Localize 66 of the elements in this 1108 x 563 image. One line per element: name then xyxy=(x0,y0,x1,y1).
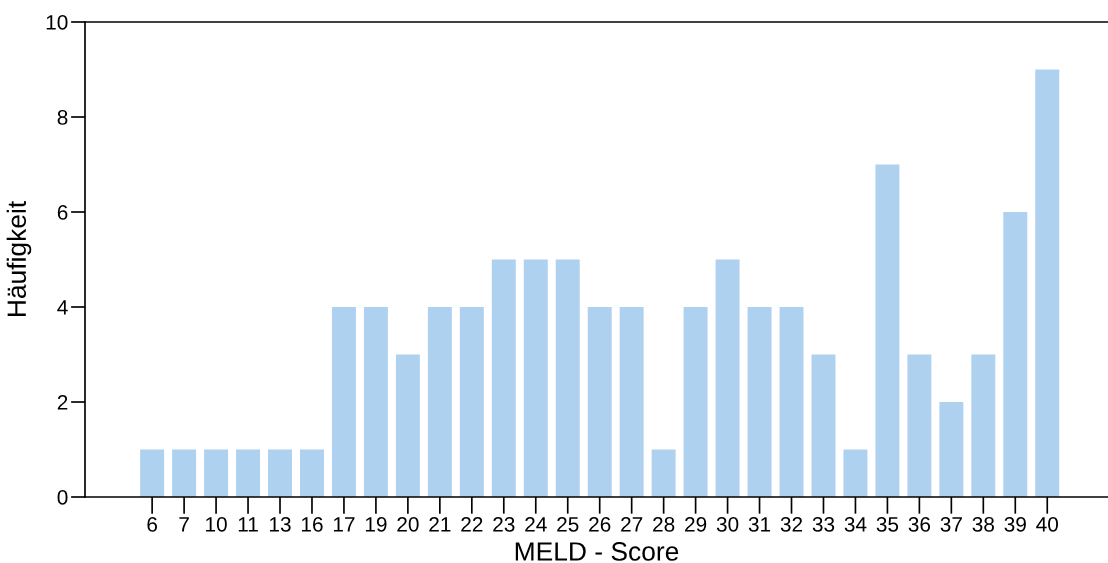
x-axis-title: MELD - Score xyxy=(515,542,679,561)
x-tick-label: 35 xyxy=(876,516,899,532)
x-tick-label: 25 xyxy=(557,516,579,532)
bar xyxy=(971,354,996,497)
bar xyxy=(619,307,644,497)
bar xyxy=(459,307,484,497)
x-tick-label: 23 xyxy=(493,516,515,532)
bar xyxy=(587,307,612,497)
bar xyxy=(651,449,676,497)
x-tick-label: 37 xyxy=(940,516,962,532)
bar xyxy=(299,449,324,497)
bar xyxy=(683,307,708,497)
x-tick-label: 38 xyxy=(972,516,994,532)
x-tick-label: 31 xyxy=(748,516,771,532)
x-tick-label: 13 xyxy=(270,516,291,532)
x-tick-label: 22 xyxy=(461,516,483,532)
x-tick-label: 7 xyxy=(179,517,189,532)
bar xyxy=(523,259,548,497)
bar xyxy=(204,449,229,497)
y-axis-title: Häufigkeit xyxy=(6,201,32,317)
y-tick-label: 10 xyxy=(46,15,68,30)
bar xyxy=(715,259,740,497)
bar xyxy=(236,449,261,497)
bar xyxy=(1035,69,1060,497)
bar xyxy=(555,259,580,497)
x-tick-label: 32 xyxy=(780,516,803,532)
y-tick-label: 6 xyxy=(57,205,68,220)
bar xyxy=(779,307,804,497)
x-tick-label: 20 xyxy=(397,516,419,532)
bar xyxy=(331,307,356,497)
bar xyxy=(1003,212,1028,497)
bar xyxy=(875,164,900,497)
bar xyxy=(140,449,165,497)
x-tick-label: 40 xyxy=(1036,516,1059,532)
bar xyxy=(363,307,388,497)
x-tick-label: 24 xyxy=(525,516,547,532)
x-tick-label: 33 xyxy=(812,516,835,532)
x-tick-label: 29 xyxy=(685,516,707,532)
bar xyxy=(427,307,452,497)
bar xyxy=(939,402,964,497)
bar xyxy=(268,449,292,497)
x-tick-label: 16 xyxy=(301,516,323,532)
y-tick-label: 2 xyxy=(57,395,68,410)
x-tick-label: 34 xyxy=(844,516,867,532)
bar xyxy=(747,307,772,497)
x-tick-label: 19 xyxy=(365,516,387,532)
x-tick-label: 11 xyxy=(238,517,258,532)
bar xyxy=(843,449,868,497)
x-tick-label: 36 xyxy=(908,516,931,532)
bar xyxy=(907,354,932,497)
x-tick-label: 10 xyxy=(206,516,227,532)
y-tick-label: 8 xyxy=(57,110,68,125)
x-tick-label: 27 xyxy=(621,516,643,532)
y-tick-label: 0 xyxy=(57,490,68,505)
bar xyxy=(395,354,420,497)
y-tick-label: 4 xyxy=(57,300,68,315)
x-tick-label: 26 xyxy=(589,516,611,532)
x-tick-label: 6 xyxy=(147,516,158,532)
x-tick-label: 30 xyxy=(716,516,739,532)
x-tick-label: 28 xyxy=(653,516,675,532)
x-tick-label: 21 xyxy=(429,516,451,532)
x-tick-label: 39 xyxy=(1004,516,1026,532)
bar xyxy=(491,259,516,497)
bar xyxy=(172,449,197,497)
bar xyxy=(811,354,836,497)
x-tick-label: 17 xyxy=(333,517,355,532)
